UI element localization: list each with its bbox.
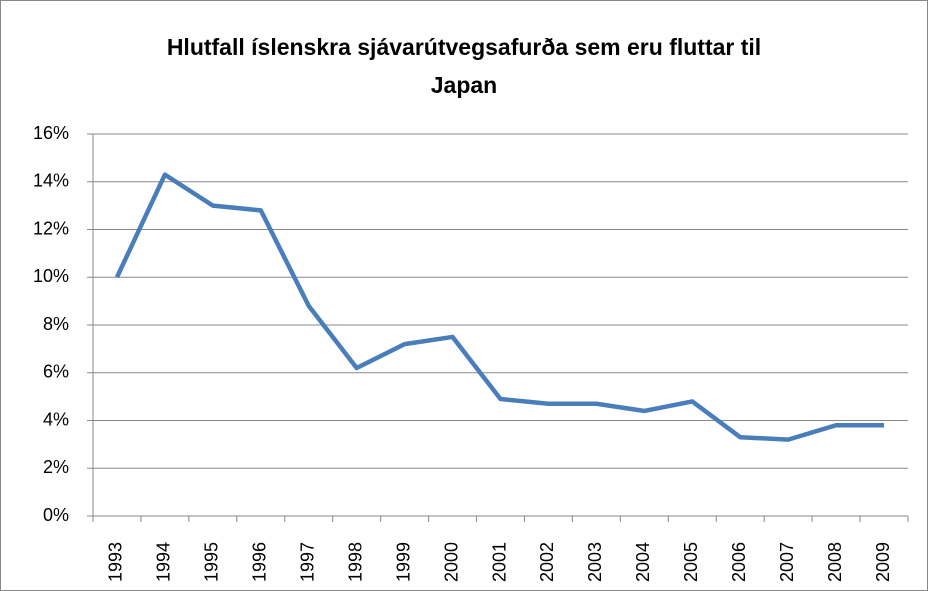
x-tick-label: 2009 (873, 542, 893, 582)
x-tick-label: 2001 (489, 542, 509, 582)
x-tick-label: 2004 (633, 542, 653, 582)
x-tick-label: 2000 (441, 542, 461, 582)
x-tick-label: 2006 (729, 542, 749, 582)
y-tick-label: 2% (43, 457, 69, 477)
y-tick-label: 4% (43, 409, 69, 429)
x-tick-label: 2007 (777, 542, 797, 582)
x-tick-label: 1998 (345, 542, 365, 582)
x-tick-label: 2005 (681, 542, 701, 582)
data-line (114, 172, 885, 442)
y-tick-label: 8% (43, 314, 69, 334)
x-tick-label: 1993 (106, 542, 126, 582)
x-tick-label: 1997 (297, 542, 317, 582)
y-tick-label: 14% (33, 171, 69, 191)
x-tick-label: 1994 (154, 542, 174, 582)
y-tick-label: 10% (33, 266, 69, 286)
y-tick-label: 0% (43, 505, 69, 525)
chart-title: Hlutfall íslenskra sjávarútvegsafurða se… (166, 34, 762, 98)
y-tick-label: 6% (43, 362, 69, 382)
x-tick-label: 2003 (585, 542, 605, 582)
x-tick-label: 1996 (250, 542, 270, 582)
x-tick-label: 1995 (202, 542, 222, 582)
y-tick-label: 16% (33, 123, 69, 143)
x-tick-label: 1999 (393, 542, 413, 582)
x-tick-label: 2002 (537, 542, 557, 582)
y-tick-label: 12% (33, 218, 69, 238)
x-tick-label: 2008 (825, 542, 845, 582)
